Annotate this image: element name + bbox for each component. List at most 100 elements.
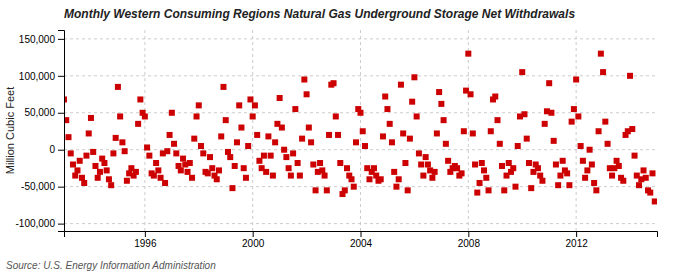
point: [205, 170, 211, 176]
x-tick-label: 2000: [242, 238, 265, 249]
point: [290, 150, 296, 156]
point: [495, 117, 501, 123]
point: [90, 149, 96, 155]
point: [110, 150, 116, 156]
point: [218, 133, 224, 139]
point: [234, 139, 240, 145]
point: [66, 134, 72, 140]
y-tick: 0: [49, 144, 64, 155]
point: [342, 187, 348, 193]
point: [434, 130, 440, 136]
point: [180, 156, 186, 162]
point: [304, 91, 310, 97]
x-axis-line: [65, 232, 658, 238]
point: [153, 160, 159, 166]
point: [391, 169, 397, 175]
point: [292, 106, 298, 112]
point: [81, 180, 87, 186]
point: [524, 136, 530, 142]
point: [571, 106, 577, 112]
point: [396, 176, 402, 182]
point: [317, 160, 323, 166]
point: [68, 150, 74, 156]
point: [420, 173, 426, 179]
point: [596, 128, 602, 134]
y-tick-label: 0: [49, 144, 55, 155]
grid: [64, 30, 657, 231]
point: [616, 163, 622, 169]
x-tick: 2012: [566, 231, 589, 249]
point: [162, 180, 168, 186]
y-tick-label: 50,000: [24, 107, 55, 118]
point: [187, 160, 193, 166]
point: [477, 180, 483, 186]
point: [580, 158, 586, 164]
point: [133, 169, 139, 175]
point: [620, 178, 626, 184]
point: [106, 176, 112, 182]
point: [591, 180, 597, 186]
point: [539, 178, 545, 184]
point: [486, 187, 492, 193]
point: [521, 111, 527, 117]
point: [389, 139, 395, 145]
x-tick-mark: [145, 231, 146, 237]
point: [265, 133, 271, 139]
point: [79, 175, 85, 181]
point: [70, 161, 76, 167]
point: [229, 185, 235, 191]
point: [499, 163, 505, 169]
point: [488, 128, 494, 134]
point: [371, 165, 377, 171]
grid-line-y: [64, 149, 657, 150]
point: [135, 121, 141, 127]
point: [277, 95, 283, 101]
grid-line-x: [468, 30, 469, 231]
point: [196, 102, 202, 108]
point: [238, 125, 244, 131]
point: [470, 130, 476, 136]
point: [97, 169, 103, 175]
point: [72, 173, 78, 179]
point: [158, 175, 164, 181]
x-tick-mark: [576, 231, 577, 237]
y-tick-mark: [58, 113, 64, 114]
point: [104, 167, 110, 173]
point: [400, 130, 406, 136]
point: [382, 94, 388, 100]
chart-svg: 19962000200420082012-100,000-50,000050,0…: [0, 0, 675, 275]
y-tick-label: 100,000: [19, 71, 56, 82]
point: [191, 136, 197, 142]
point: [92, 163, 98, 169]
point: [227, 154, 233, 160]
y-tick: 50,000: [24, 107, 64, 118]
point: [366, 176, 372, 182]
point: [301, 77, 307, 83]
point: [185, 169, 191, 175]
x-tick-mark: [253, 231, 254, 237]
point: [598, 51, 604, 57]
point: [243, 175, 249, 181]
point: [236, 102, 242, 108]
point: [119, 139, 125, 145]
point: [326, 132, 332, 138]
point: [555, 182, 561, 188]
grid-line-x: [252, 30, 253, 231]
point: [445, 158, 451, 164]
point: [247, 96, 253, 102]
x-tick: 2008: [458, 231, 481, 249]
point: [306, 125, 312, 131]
point: [564, 170, 570, 176]
point: [207, 154, 213, 160]
y-tick-mark: [58, 224, 64, 225]
point: [310, 161, 316, 167]
point: [627, 73, 633, 79]
point: [636, 182, 642, 188]
point: [548, 110, 554, 116]
point: [209, 165, 215, 171]
point: [88, 115, 94, 121]
point: [393, 184, 399, 190]
point: [286, 165, 292, 171]
point: [137, 96, 143, 102]
point: [526, 160, 532, 166]
